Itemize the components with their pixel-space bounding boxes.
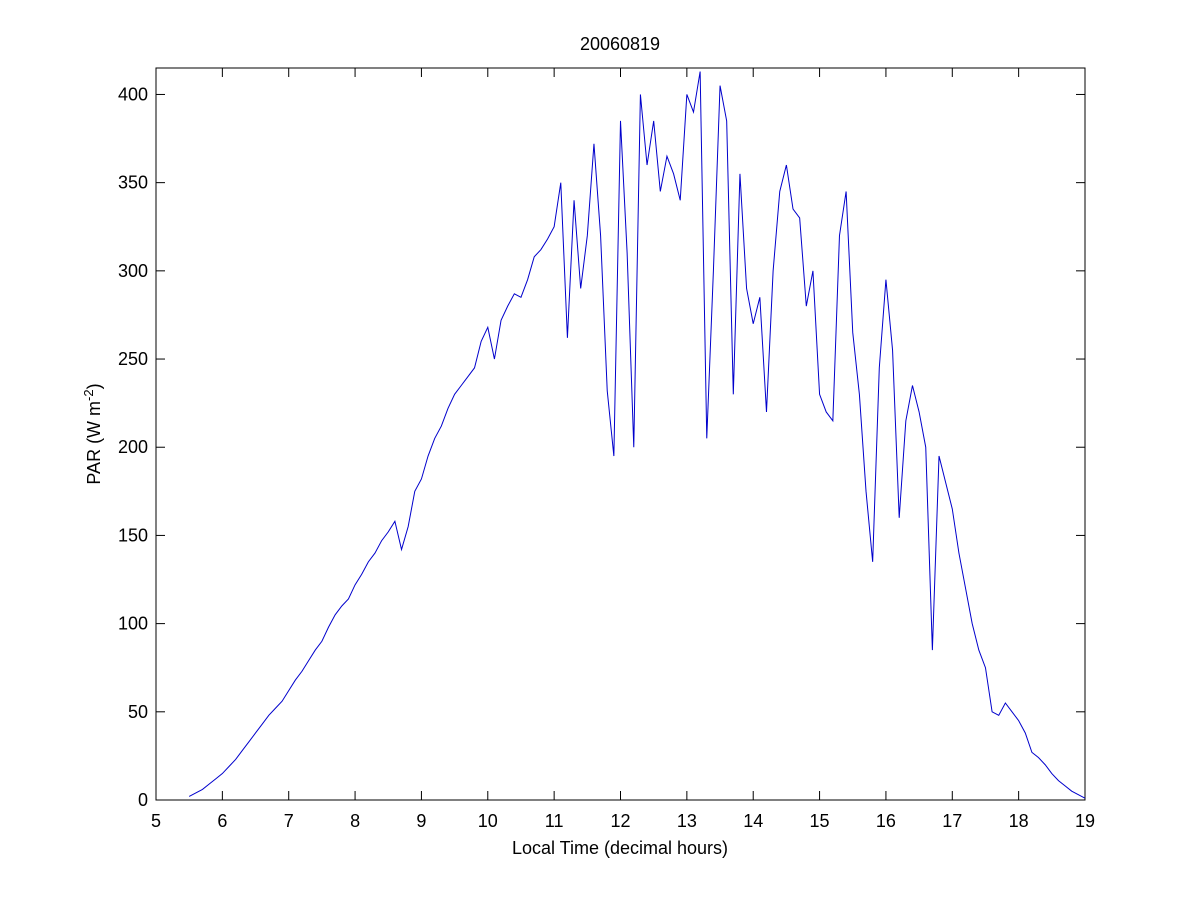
- chart-title: 20060819: [580, 34, 660, 54]
- y-tick-label: 300: [118, 261, 148, 281]
- x-tick-label: 16: [876, 811, 896, 831]
- y-tick-label: 150: [118, 525, 148, 545]
- x-tick-label: 13: [677, 811, 697, 831]
- x-tick-label: 6: [217, 811, 227, 831]
- y-tick-label: 250: [118, 349, 148, 369]
- x-tick-label: 12: [610, 811, 630, 831]
- y-tick-label: 0: [138, 790, 148, 810]
- x-axis-label: Local Time (decimal hours): [512, 838, 728, 858]
- x-tick-label: 15: [810, 811, 830, 831]
- x-tick-label: 17: [942, 811, 962, 831]
- y-tick-label: 350: [118, 173, 148, 193]
- x-tick-label: 9: [416, 811, 426, 831]
- x-tick-label: 5: [151, 811, 161, 831]
- x-tick-label: 7: [284, 811, 294, 831]
- y-tick-label: 400: [118, 84, 148, 104]
- y-label-text: PAR (W m: [84, 401, 104, 485]
- y-tick-label: 50: [128, 702, 148, 722]
- x-tick-label: 19: [1075, 811, 1095, 831]
- y-label-sup: -2: [81, 389, 96, 401]
- y-tick-label: 100: [118, 614, 148, 634]
- data-line: [188, 71, 1086, 799]
- x-tick-label: 18: [1009, 811, 1029, 831]
- x-tick-label: 11: [545, 811, 564, 831]
- y-label-suffix: ): [84, 383, 104, 389]
- x-tick-label: 14: [743, 811, 763, 831]
- y-tick-label: 200: [118, 437, 148, 457]
- y-axis-label: PAR (W m-2): [81, 383, 104, 484]
- x-tick-label: 10: [478, 811, 498, 831]
- x-tick-label: 8: [350, 811, 360, 831]
